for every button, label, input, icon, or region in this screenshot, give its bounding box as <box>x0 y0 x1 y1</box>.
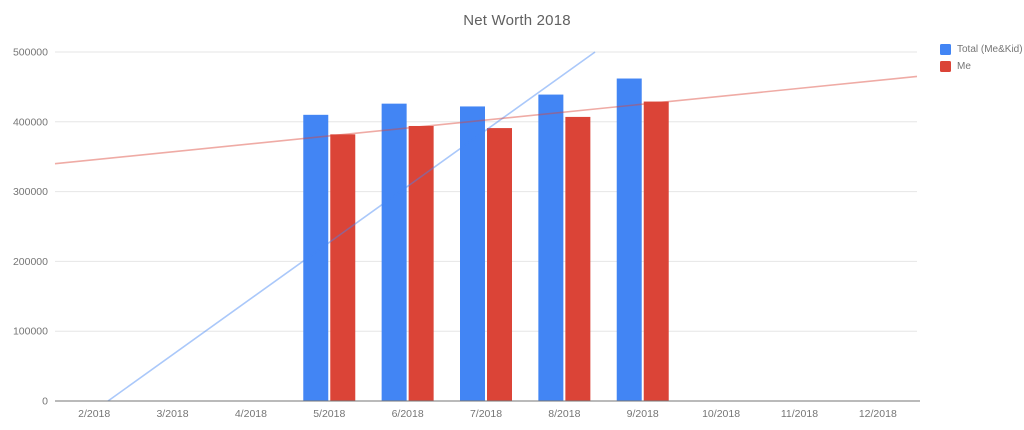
legend-item-total-me-kid: Total (Me&Kid) <box>940 44 1023 55</box>
bar-total-me-kid-9-2018[interactable] <box>616 78 642 402</box>
bar-me-6-2018[interactable] <box>408 125 434 401</box>
bar-total-me-kid-8-2018[interactable] <box>538 94 564 401</box>
y-axis-tick-label: 300000 <box>13 186 48 198</box>
y-axis-tick-label: 0 <box>42 396 48 408</box>
legend-item-me: Me <box>940 61 1023 72</box>
x-axis-tick-label-2-2018: 2/2018 <box>78 408 110 420</box>
legend-swatch-icon <box>940 44 951 55</box>
legend-label: Total (Me&Kid) <box>957 44 1023 55</box>
trendline-total-me-kid <box>107 51 596 402</box>
bar-me-7-2018[interactable] <box>487 128 512 401</box>
x-axis-tick-label-8-2018: 8/2018 <box>548 408 580 420</box>
trendline-me <box>54 75 918 165</box>
x-axis-tick-label-9-2018: 9/2018 <box>627 408 659 420</box>
x-axis-tick-label-11-2018: 11/2018 <box>781 408 818 420</box>
x-axis-tick-label-6-2018: 6/2018 <box>392 408 424 420</box>
x-axis-tick-label-10-2018: 10/2018 <box>702 408 740 420</box>
y-axis-tick-label: 200000 <box>13 256 48 268</box>
bar-total-me-kid-7-2018[interactable] <box>460 106 485 401</box>
legend-swatch-icon <box>940 61 951 72</box>
x-axis-tick-label-3-2018: 3/2018 <box>156 408 188 420</box>
y-axis-tick-label: 400000 <box>13 116 48 128</box>
bar-me-5-2018[interactable] <box>330 134 356 401</box>
bar-me-8-2018[interactable] <box>565 116 591 401</box>
bar-me-9-2018[interactable] <box>643 101 669 402</box>
bar-total-me-kid-6-2018[interactable] <box>381 103 407 401</box>
x-axis-tick-label-4-2018: 4/2018 <box>235 408 267 420</box>
x-axis-tick-label-7-2018: 7/2018 <box>470 408 502 420</box>
legend-label: Me <box>957 61 971 72</box>
bar-total-me-kid-5-2018[interactable] <box>303 114 329 401</box>
x-axis-tick-label-12-2018: 12/2018 <box>859 408 897 420</box>
y-axis-tick-label: 100000 <box>13 326 48 338</box>
x-axis-tick-label-5-2018: 5/2018 <box>313 408 345 420</box>
legend: Total (Me&Kid) Me <box>940 44 1023 78</box>
chart-title: Net Worth 2018 <box>463 12 571 29</box>
y-axis-tick-label: 500000 <box>13 47 48 59</box>
